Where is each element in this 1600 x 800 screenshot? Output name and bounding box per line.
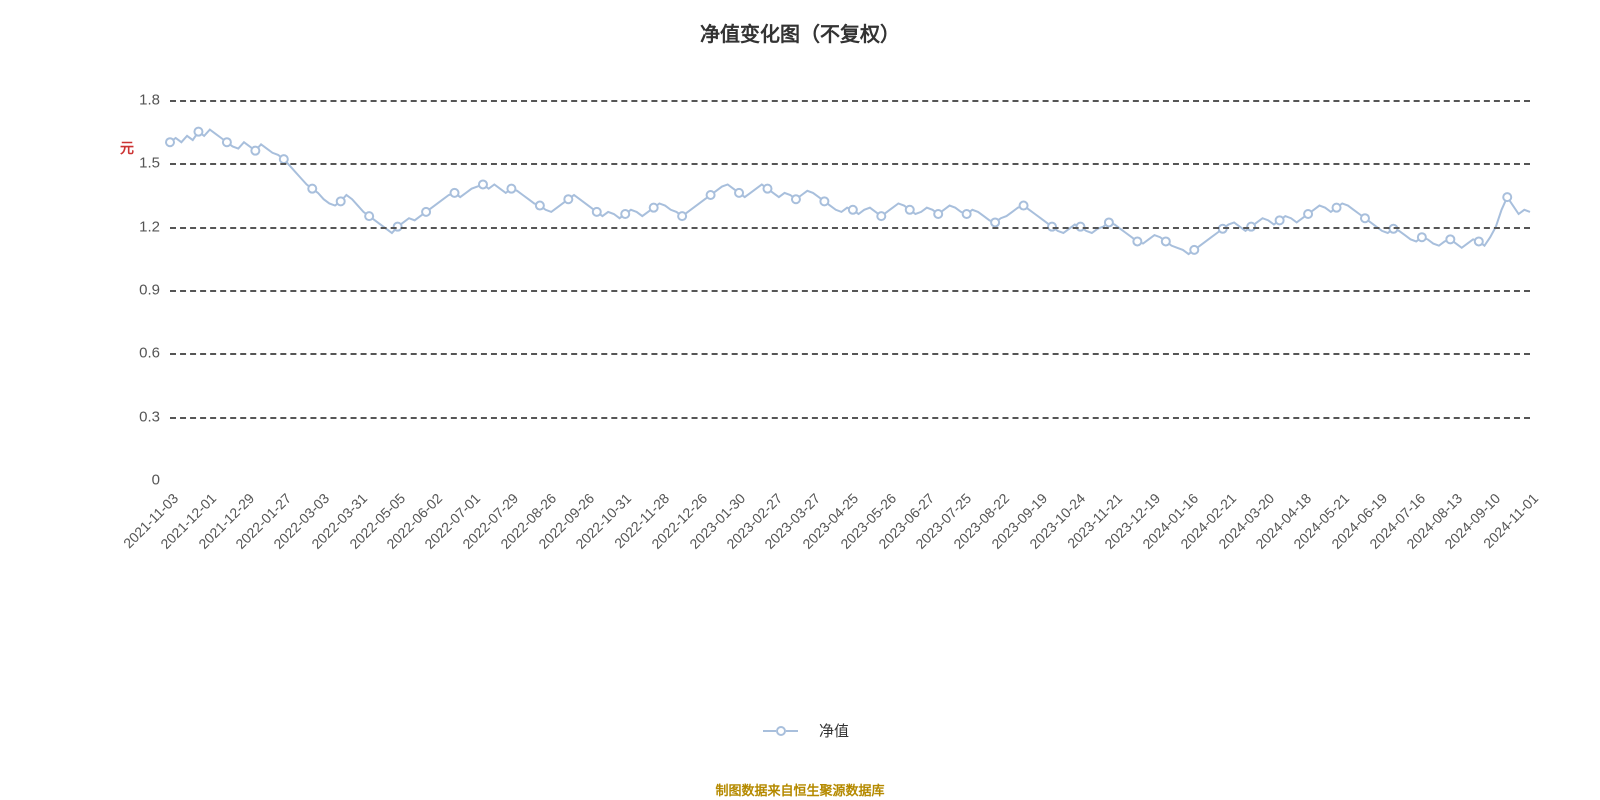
series-marker [1503,193,1511,201]
series-marker [422,208,430,216]
series-marker [1361,214,1369,222]
series-marker [280,155,288,163]
series-marker [479,180,487,188]
y-tick-label: 0 [152,472,170,489]
series-marker [1105,218,1113,226]
footer-note: 制图数据来自恒生聚源数据库 [0,780,1600,799]
series-marker [337,197,345,205]
series-marker [451,189,459,197]
gridline [170,227,1530,229]
series-marker [308,185,316,193]
chart-title: 净值变化图（不复权） [0,18,1600,47]
series-marker [763,185,771,193]
y-tick-label: 0.3 [139,408,170,425]
series-marker [1162,237,1170,245]
series-marker [621,210,629,218]
legend: 净值 [0,720,1600,741]
gridline [170,417,1530,419]
series-marker [223,138,231,146]
series-marker [564,195,572,203]
series-marker [1133,237,1141,245]
series-marker [1020,202,1028,210]
series-marker [194,128,202,136]
series-marker [536,202,544,210]
series-marker [820,197,828,205]
y-tick-label: 1.5 [139,155,170,172]
chart-container: 净值变化图（不复权） 00.30.60.91.21.51.8元2021-11-0… [0,0,1600,800]
series-marker [365,212,373,220]
series-marker [1475,237,1483,245]
gridline [170,353,1530,355]
series-marker [849,206,857,214]
series-marker [906,206,914,214]
gridline [170,290,1530,292]
series-marker [877,212,885,220]
series-marker [735,189,743,197]
series-marker [792,195,800,203]
series-marker [1304,210,1312,218]
series-marker [1446,235,1454,243]
y-tick-label: 1.2 [139,218,170,235]
series-marker [934,210,942,218]
series-marker [678,212,686,220]
legend-line [751,730,811,732]
series-marker [593,208,601,216]
series-marker [1418,233,1426,241]
series-marker [507,185,515,193]
y-tick-label: 0.9 [139,282,170,299]
gridline [170,163,1530,165]
series-marker [963,210,971,218]
y-tick-label: 0.6 [139,345,170,362]
series-marker [166,138,174,146]
series-marker [707,191,715,199]
series-marker [650,204,658,212]
plot-area: 00.30.60.91.21.51.8元2021-11-032021-12-01… [170,100,1530,480]
y-axis-unit-marker: 元 [120,138,134,158]
series-marker [1333,204,1341,212]
legend-marker [776,726,786,736]
series-marker [1276,216,1284,224]
series-marker [251,147,259,155]
series-marker [1190,246,1198,254]
series-line [170,130,1530,255]
series-marker [991,218,999,226]
y-tick-label: 1.8 [139,92,170,109]
gridline [170,100,1530,102]
legend-label: 净值 [819,720,849,741]
